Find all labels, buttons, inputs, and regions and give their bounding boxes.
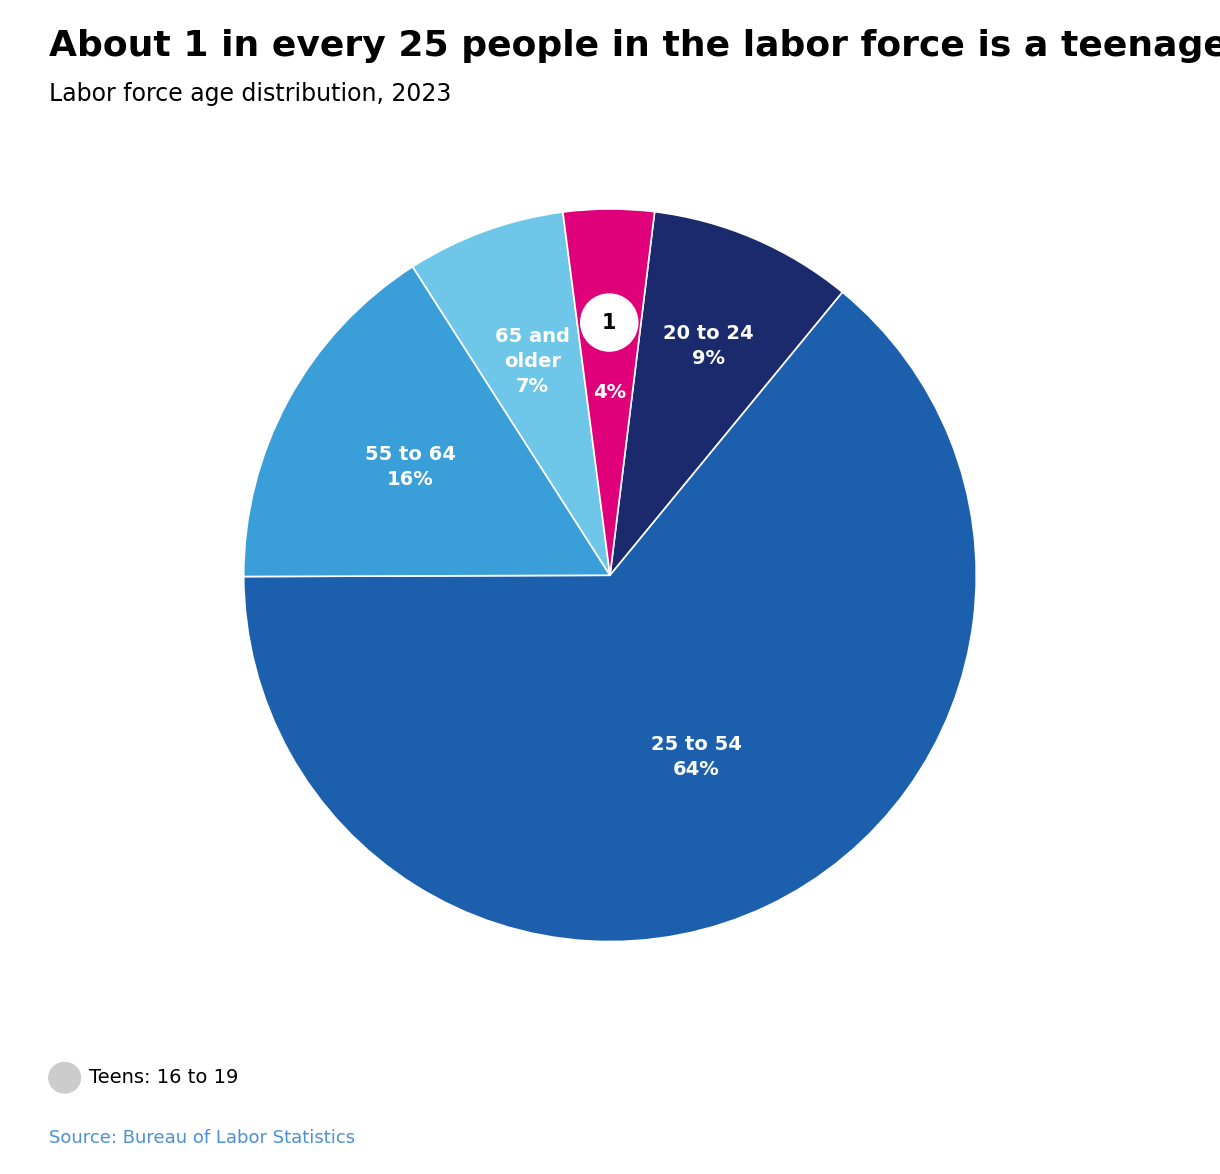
Text: 65 and
older
7%: 65 and older 7%	[495, 328, 570, 397]
Text: Source: Bureau of Labor Statistics: Source: Bureau of Labor Statistics	[49, 1129, 355, 1147]
Text: 55 to 64
16%: 55 to 64 16%	[365, 445, 456, 488]
Wedge shape	[562, 209, 655, 575]
Wedge shape	[244, 292, 976, 942]
Text: 4%: 4%	[593, 383, 626, 402]
Text: 1: 1	[601, 312, 616, 332]
Text: About 1 in every 25 people in the labor force is a teenager.: About 1 in every 25 people in the labor …	[49, 29, 1220, 63]
Wedge shape	[610, 211, 843, 575]
Text: 25 to 54
64%: 25 to 54 64%	[651, 735, 742, 780]
Text: 1: 1	[59, 1068, 71, 1087]
Wedge shape	[412, 212, 610, 575]
Wedge shape	[244, 266, 610, 576]
Text: 20 to 24
9%: 20 to 24 9%	[662, 324, 754, 369]
Text: Teens: 16 to 19: Teens: 16 to 19	[89, 1068, 238, 1087]
Circle shape	[581, 294, 638, 351]
Text: Labor force age distribution, 2023: Labor force age distribution, 2023	[49, 82, 451, 106]
